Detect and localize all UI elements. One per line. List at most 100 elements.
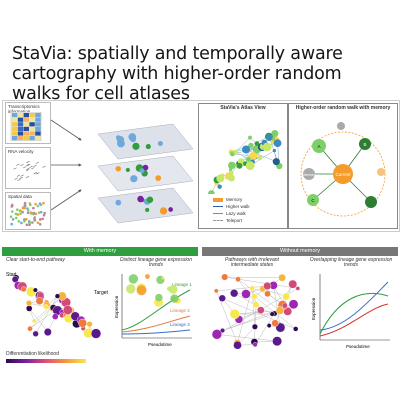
trajectory-edge bbox=[216, 334, 278, 342]
with-memory-header: With memory bbox=[2, 247, 198, 256]
expression-bubble bbox=[168, 285, 178, 294]
atlas-node bbox=[236, 162, 243, 169]
scale-label: Differentiation likelihood bbox=[6, 351, 59, 357]
trajectory-node bbox=[257, 306, 265, 314]
velocity-arrow bbox=[33, 172, 37, 175]
spatial-dot bbox=[21, 210, 25, 214]
walk-node-b-label: B bbox=[363, 142, 366, 147]
trajectory-node bbox=[43, 328, 52, 336]
heatmap-cell bbox=[12, 113, 18, 118]
differentiation-colorbar bbox=[6, 359, 86, 363]
trajectory-node bbox=[278, 273, 286, 282]
trajectory-node bbox=[241, 289, 251, 299]
legend-memory: Memory bbox=[213, 196, 285, 203]
velocity-arrow bbox=[36, 172, 40, 175]
trajectory-node bbox=[230, 289, 239, 298]
trajectory-node bbox=[218, 294, 226, 302]
heatmap-cell bbox=[29, 126, 35, 131]
trajectory-node bbox=[31, 318, 37, 324]
atlas-node bbox=[272, 148, 277, 153]
lineage-2-label: Lineage 2 bbox=[170, 308, 190, 313]
atlas-node bbox=[272, 158, 280, 166]
spatial-dot bbox=[38, 202, 42, 205]
spatial-dot bbox=[10, 222, 14, 226]
spatial-dot bbox=[20, 221, 23, 225]
trajectory-node bbox=[235, 276, 241, 283]
trajectory-node bbox=[25, 300, 33, 307]
spatial-dot bbox=[24, 204, 27, 207]
spatial-dot bbox=[28, 221, 32, 225]
legend-memory-swatch bbox=[213, 197, 223, 202]
spatial-dot bbox=[19, 209, 22, 212]
wom-xlabel: Pseudotime bbox=[346, 344, 370, 349]
heatmap-cell bbox=[12, 117, 18, 122]
input-spatial: Spatial data bbox=[5, 192, 51, 230]
atlas-node bbox=[228, 170, 234, 176]
trajectory-node bbox=[211, 329, 222, 340]
heatmap-cell bbox=[17, 122, 24, 127]
trajectory-node bbox=[63, 305, 73, 315]
legend-higher-walk: Higher walk bbox=[213, 203, 285, 210]
wom-curve-blue bbox=[319, 281, 389, 331]
atlas-node bbox=[245, 156, 251, 162]
velocity-arrow bbox=[35, 161, 39, 164]
trajectory-edge bbox=[29, 295, 63, 329]
atlas-node bbox=[266, 134, 273, 141]
expression-bubble bbox=[144, 274, 150, 279]
atlas-node bbox=[262, 142, 272, 152]
trajectory-node bbox=[295, 286, 301, 291]
spatial-dot bbox=[36, 204, 40, 208]
velocity-arrow bbox=[29, 165, 33, 168]
graph-node bbox=[155, 175, 162, 181]
velocity-arrow bbox=[26, 163, 30, 166]
spatial-dot bbox=[29, 203, 32, 207]
spatial-dot bbox=[27, 208, 30, 212]
velocity-arrow bbox=[26, 168, 30, 171]
with-memory-graph: Start Target bbox=[6, 272, 109, 339]
lineage-1-label: Lineage 1 bbox=[172, 282, 192, 287]
atlas-node bbox=[254, 141, 260, 146]
trajectory-node bbox=[213, 288, 219, 294]
spatial-dot bbox=[17, 219, 21, 223]
trajectory-node bbox=[54, 293, 61, 299]
trajectory-node bbox=[264, 290, 271, 298]
without-memory-caption-right: Overlapping lineage gene expression tren… bbox=[309, 257, 393, 268]
heatmap-cell bbox=[17, 117, 24, 122]
walk-node-a bbox=[312, 139, 326, 153]
heatmap-cell bbox=[35, 122, 41, 127]
lineage-2-curve bbox=[121, 315, 191, 333]
heatmap-cell bbox=[23, 113, 29, 118]
atlas-node bbox=[220, 173, 225, 178]
heatmap-cell bbox=[29, 113, 35, 118]
input-rna-velocity: RNA velocity bbox=[5, 147, 51, 189]
trajectory-edge bbox=[216, 285, 268, 292]
memory-node bbox=[303, 168, 315, 180]
spatial-dot bbox=[41, 217, 44, 221]
spatial-dot bbox=[37, 211, 41, 214]
trajectory-node bbox=[43, 304, 49, 310]
atlas-node bbox=[245, 161, 255, 171]
velocity-arrow bbox=[17, 178, 21, 181]
without-memory-trend-chart: Pseudotime Expression bbox=[311, 274, 390, 349]
trajectory-edge bbox=[237, 279, 281, 311]
trajectory-edge bbox=[28, 308, 49, 333]
trajectory-node bbox=[288, 299, 299, 310]
heatmap-cell bbox=[29, 117, 35, 122]
spatial-dot bbox=[34, 212, 38, 216]
with-memory-trend-chart: Lineage 1 Lineage 2 Lineage 3 Pseudotime… bbox=[114, 274, 192, 347]
heatmap-cell bbox=[17, 113, 24, 118]
trajectory-node bbox=[251, 323, 258, 330]
walk-diagram: Current A B Memory C bbox=[300, 122, 386, 217]
trajectory-node bbox=[32, 287, 38, 293]
current-node bbox=[333, 164, 353, 184]
atlas-legend: Memory Higher walk Lazy walk Teleport bbox=[213, 196, 285, 224]
atlas-edge bbox=[235, 137, 251, 153]
velocity-arrow bbox=[25, 169, 30, 172]
trajectory-node bbox=[249, 285, 255, 291]
trajectory-node bbox=[78, 318, 87, 328]
wom-curve-red bbox=[319, 303, 389, 337]
velocity-arrow bbox=[26, 163, 31, 166]
trajectory-node bbox=[252, 301, 260, 308]
lineage-3-label: Lineage 3 bbox=[170, 322, 190, 327]
atlas-node bbox=[273, 139, 282, 148]
